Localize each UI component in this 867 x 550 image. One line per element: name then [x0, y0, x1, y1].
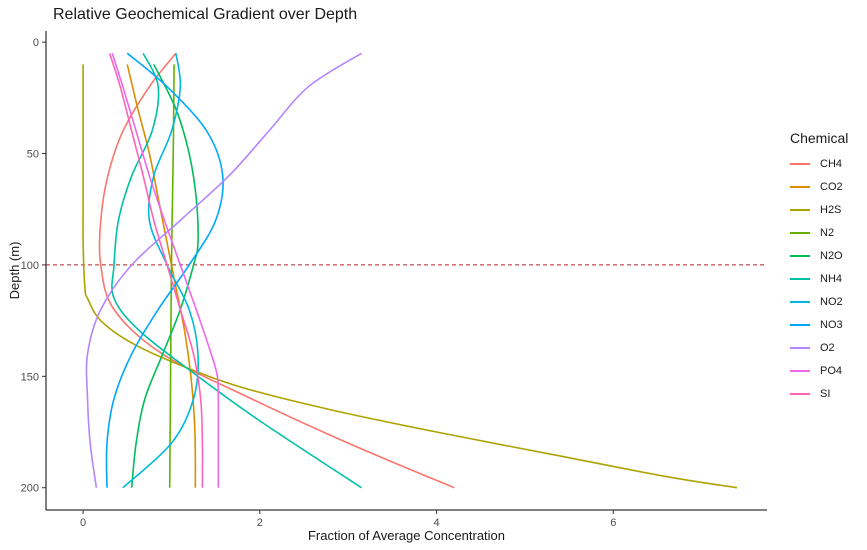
legend-label: O2	[820, 342, 835, 355]
legend-label: PO4	[820, 365, 843, 378]
x-tick-label: 6	[610, 517, 616, 529]
series-line-o2	[85, 52, 362, 488]
series-line-ch4	[98, 52, 455, 489]
y-tick-label: 150	[21, 371, 39, 383]
series-line-no3	[105, 52, 224, 488]
series-line-nh4	[111, 52, 362, 489]
legend-label: NH4	[820, 273, 843, 286]
legend-items: CH4 CO2 H2S N2 N2O NH4 NO2 NO3 O2 PO4 SI	[790, 152, 848, 406]
legend: Chemical CH4 CO2 H2S N2 N2O NH4 NO2 NO3 O2 PO4 SI	[790, 130, 848, 406]
x-tick-label: 2	[257, 517, 263, 529]
legend-key	[790, 254, 810, 257]
legend-key	[790, 393, 810, 396]
legend-label: N2	[820, 226, 835, 239]
series-line-no2	[122, 53, 200, 489]
legend-item-si: SI	[790, 383, 848, 406]
legend-label: NO3	[820, 319, 843, 332]
y-axis-title: Depth (m)	[7, 242, 22, 300]
chart-title: Relative Geochemical Gradient over Depth	[53, 6, 358, 23]
x-tick-label: 0	[80, 517, 86, 529]
series-line-n2o	[130, 64, 199, 488]
legend-item-o2: O2	[790, 337, 848, 360]
series-line-h2s	[82, 64, 738, 489]
legend-key	[790, 301, 810, 304]
legend-item-n2: N2	[790, 221, 848, 244]
series-line-n2	[168, 64, 175, 488]
legend-item-no3: NO3	[790, 314, 848, 337]
legend-key	[790, 347, 810, 350]
legend-label: SI	[820, 388, 831, 401]
legend-item-nh4: NH4	[790, 267, 848, 290]
legend-label: CO2	[820, 180, 843, 193]
series-line-co2	[126, 64, 197, 488]
legend-item-po4: PO4	[790, 360, 848, 383]
legend-key	[790, 370, 810, 373]
legend-label: NO2	[820, 296, 843, 309]
legend-item-h2s: H2S	[790, 198, 848, 221]
legend-item-ch4: CH4	[790, 152, 848, 175]
legend-item-n2o: N2O	[790, 244, 848, 267]
legend-key	[790, 278, 810, 281]
legend-label: N2O	[820, 249, 843, 262]
legend-title: Chemical	[790, 130, 849, 146]
legend-item-no2: NO2	[790, 291, 848, 314]
legend-label: H2S	[820, 203, 842, 216]
y-tick-label: 50	[27, 149, 39, 161]
y-tick-label: 200	[21, 483, 39, 495]
legend-key	[790, 185, 810, 188]
legend-key	[790, 231, 810, 234]
x-tick-label: 4	[433, 517, 439, 529]
legend-label: CH4	[820, 157, 843, 170]
x-axis-title: Fraction of Average Concentration	[308, 528, 505, 543]
series-line-po4	[111, 53, 220, 488]
series-line-si	[108, 53, 204, 488]
legend-key	[790, 162, 810, 165]
y-tick-label: 100	[21, 260, 39, 272]
legend-key	[790, 208, 810, 211]
y-tick-label: 0	[33, 37, 39, 49]
legend-key	[790, 324, 810, 327]
legend-item-co2: CO2	[790, 175, 848, 198]
